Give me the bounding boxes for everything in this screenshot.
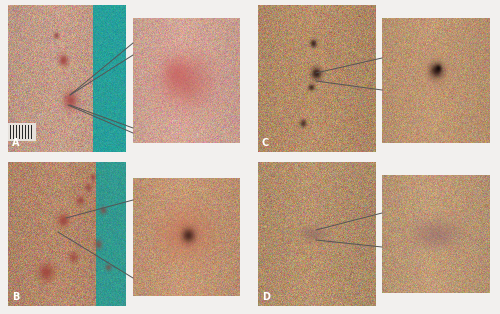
- Text: A: A: [12, 138, 20, 148]
- Text: C: C: [262, 138, 269, 148]
- Text: B: B: [12, 292, 20, 302]
- Text: D: D: [262, 292, 270, 302]
